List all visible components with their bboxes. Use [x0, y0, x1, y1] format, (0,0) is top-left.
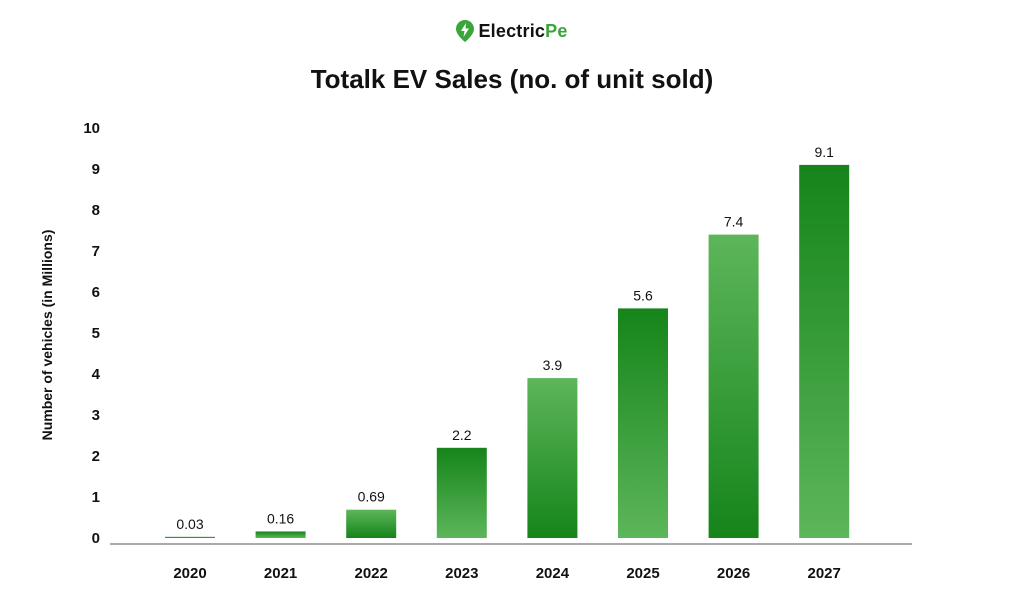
chart-title: Totalk EV Sales (no. of unit sold)	[310, 64, 714, 94]
x-tick-label-2024: 2024	[536, 565, 570, 582]
brand-name: ElectricPe	[478, 21, 567, 42]
bar-2023	[436, 447, 487, 538]
x-tick-label-2026: 2026	[717, 565, 750, 582]
y-tick-label: 2	[92, 448, 100, 465]
data-label-2021: 0.16	[267, 510, 294, 526]
y-tick-label: 8	[92, 202, 100, 219]
bar-2024	[527, 378, 578, 538]
y-tick-label: 9	[92, 161, 100, 178]
brand-logo: ElectricPe	[0, 20, 1024, 42]
y-tick-label: 3	[92, 407, 100, 424]
bars	[165, 164, 850, 538]
y-tick-label: 1	[92, 489, 100, 506]
x-tick-label-2027: 2027	[808, 565, 841, 582]
data-label-2023: 2.2	[452, 427, 472, 443]
y-tick-label: 10	[83, 120, 100, 137]
bar-2022	[346, 509, 397, 538]
bar-2026	[708, 234, 759, 538]
bar-2027	[799, 164, 850, 538]
data-label-2020: 0.03	[176, 516, 203, 532]
x-tick-label-2025: 2025	[626, 565, 659, 582]
data-label-2022: 0.69	[358, 489, 385, 505]
brand-name-accent: Pe	[545, 20, 568, 41]
x-tick-label-2020: 2020	[173, 565, 206, 582]
y-axis-ticks: 0 1 2 3 4 5 6 7 8 9 10	[83, 120, 100, 547]
bolt-pin-icon	[456, 20, 475, 42]
y-tick-label: 5	[92, 325, 100, 342]
data-labels: 0.03 0.16 0.69 2.2 3.9 5.6 7.4 9.1	[176, 144, 834, 532]
y-axis-label: Number of vehicles (in Millions)	[39, 230, 55, 441]
x-tick-label-2023: 2023	[445, 565, 478, 582]
bar-2021	[255, 531, 306, 538]
x-tick-label-2022: 2022	[355, 565, 388, 582]
y-tick-label: 4	[92, 366, 101, 383]
data-label-2026: 7.4	[724, 214, 744, 230]
bar-2020	[165, 536, 215, 538]
data-label-2024: 3.9	[543, 357, 563, 373]
data-label-2027: 9.1	[814, 144, 834, 160]
x-tick-label-2021: 2021	[264, 565, 297, 582]
y-tick-label: 7	[92, 243, 100, 260]
y-tick-label: 0	[92, 530, 100, 547]
x-axis-ticks: 2020 2021 2022 2023 2024 2025 2026 2027	[173, 565, 841, 582]
data-label-2025: 5.6	[633, 287, 653, 303]
brand-name-main: Electric	[478, 20, 546, 41]
bar-2025	[618, 308, 668, 538]
y-tick-label: 6	[92, 284, 100, 301]
